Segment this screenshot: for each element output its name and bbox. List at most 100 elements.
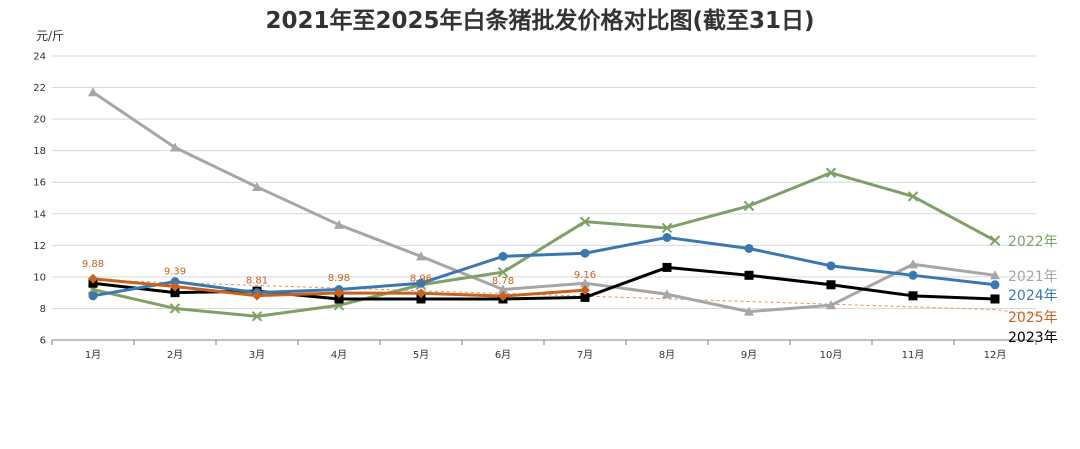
series-end-label: 2022年 [1008, 234, 1058, 250]
circle-marker [580, 248, 590, 258]
y-tick-label: 6 [40, 336, 46, 347]
cross-stroke [825, 167, 837, 178]
square-marker [990, 294, 1000, 304]
circle-marker [416, 278, 426, 288]
triangle-marker [170, 142, 180, 152]
triangle-marker [334, 219, 344, 229]
data-label: 9.88 [82, 259, 104, 270]
cross-marker [251, 311, 263, 322]
cross-marker [743, 200, 755, 212]
grid-lines [52, 55, 1036, 309]
y-tick-label: 24 [33, 52, 46, 63]
y-tick-label: 14 [33, 209, 46, 220]
series-end-label: 2024年 [1008, 288, 1058, 304]
cross-stroke [661, 222, 673, 234]
cross-stroke [743, 200, 755, 212]
circle-marker [744, 243, 754, 253]
data-labels: 9.88 9.39 8.81 8.98 8.96 8.78 9.16 [82, 259, 596, 287]
square-marker [580, 292, 590, 302]
square-marker [170, 288, 180, 298]
y-tick-label: 22 [33, 83, 46, 94]
data-label: 8.81 [246, 276, 268, 287]
data-label: 9.39 [164, 267, 186, 278]
cross-marker [579, 216, 591, 227]
y-tick-label: 12 [33, 241, 46, 252]
circle-marker [990, 280, 1000, 290]
data-label: 8.78 [492, 276, 514, 287]
square-marker [908, 291, 918, 301]
circle-marker [826, 261, 836, 271]
cross-stroke [989, 235, 1001, 246]
x-tick-label: 12月 [984, 349, 1007, 361]
series-lines [92, 91, 996, 318]
series-end-labels: 2021年 2022年 2023年 2024年 2025年 [1008, 234, 1058, 346]
cross-stroke [579, 216, 591, 227]
data-label: 9.16 [574, 270, 596, 281]
triangle-marker [416, 251, 426, 261]
triangle-marker [88, 87, 98, 97]
circle-marker [498, 251, 508, 261]
cross-marker [825, 167, 837, 178]
cross-marker [169, 303, 181, 314]
triangle-marker [826, 300, 836, 310]
diamond-marker [580, 285, 590, 296]
cross-stroke [169, 303, 181, 314]
x-tick-label: 10月 [820, 349, 843, 361]
x-tick-label: 1月 [85, 349, 101, 361]
series-line-2024年 [92, 235, 996, 298]
data-label: 8.96 [410, 273, 432, 284]
triangle-marker [744, 306, 754, 316]
x-tick-label: 11月 [902, 349, 925, 361]
cross-marker [907, 191, 919, 202]
cross-stroke [251, 311, 263, 322]
square-marker [662, 262, 672, 272]
x-tick-label: 8月 [659, 349, 675, 361]
series-end-label: 2021年 [1008, 269, 1058, 285]
x-tick-label: 9月 [741, 349, 757, 361]
circle-marker [88, 291, 98, 301]
data-label: 8.98 [328, 273, 350, 284]
diamond-marker [498, 291, 508, 302]
square-marker [826, 280, 836, 290]
cross-stroke [497, 266, 509, 278]
cross-marker [661, 222, 673, 234]
diamond-marker [416, 288, 426, 299]
y-tick-label: 18 [33, 146, 46, 157]
series-line-2022年 [92, 171, 996, 318]
triangle-marker [580, 278, 590, 288]
cross-marker [497, 266, 509, 278]
cross-stroke [907, 191, 919, 202]
square-marker [744, 270, 754, 280]
circle-marker [662, 232, 672, 242]
x-tick-label: 7月 [577, 349, 593, 361]
y-axis-unit-label: 元/斤 [36, 29, 64, 43]
diamond-marker [334, 287, 344, 298]
x-tick-label: 4月 [331, 349, 347, 361]
diamond-marker [88, 273, 98, 284]
x-tick-label: 3月 [249, 349, 265, 361]
series-end-label: 2025年 [1008, 310, 1058, 326]
triangle-marker [498, 284, 508, 294]
circle-marker [908, 270, 918, 280]
x-tick-label: 2月 [167, 349, 183, 361]
chart-title: 2021年至2025年白条猪批发价格对比图(截至31日) [265, 7, 814, 34]
x-tick-label: 6月 [495, 349, 511, 361]
axes: 6 8 10 12 14 16 18 20 22 24 1月 2月 3月 4月 5月 6月 7月 8月 9月 10月 1… [33, 52, 1037, 361]
series-markers [87, 87, 1001, 322]
cross-marker [989, 235, 1001, 246]
diamond-marker [252, 290, 262, 301]
series-line-2021年 [92, 91, 996, 314]
y-tick-label: 20 [33, 115, 46, 126]
diamond-marker [170, 281, 180, 292]
triangle-marker [662, 289, 672, 299]
x-tick-label: 5月 [413, 349, 429, 361]
square-marker [334, 294, 344, 304]
square-marker [416, 294, 426, 304]
triangle-marker [990, 270, 1000, 280]
triangle-marker [908, 259, 918, 269]
triangle-marker [252, 181, 262, 191]
y-tick-label: 8 [40, 304, 46, 315]
y-tick-label: 16 [33, 178, 46, 189]
series-end-label: 2023年 [1008, 330, 1058, 346]
